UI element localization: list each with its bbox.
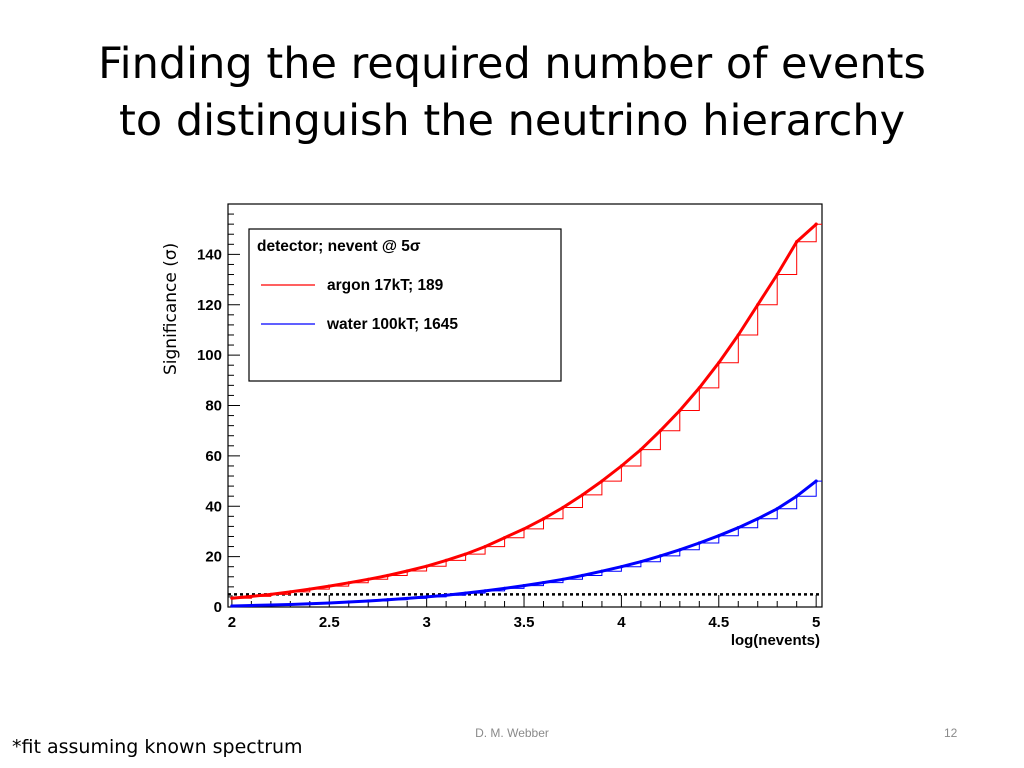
data-point <box>425 595 429 599</box>
data-point <box>366 599 370 603</box>
data-point <box>600 569 604 573</box>
data-point <box>717 361 721 365</box>
data-point <box>580 493 585 497</box>
x-tick-label: 3 <box>422 614 430 631</box>
data-point <box>366 577 370 581</box>
data-point <box>795 494 799 498</box>
footnote: *fit assuming known spectrum <box>12 736 303 758</box>
x-tick-label: 4 <box>617 614 626 631</box>
x-tick-label: 2 <box>228 614 236 631</box>
data-point <box>425 564 429 568</box>
data-point <box>464 591 468 595</box>
data-point <box>444 558 448 563</box>
data-point <box>308 587 312 591</box>
data-point <box>347 600 351 604</box>
legend-entry-label: argon 17kT; 189 <box>327 277 444 294</box>
legend-entry-label: water 100kT; 1645 <box>326 316 458 333</box>
data-point <box>697 386 701 390</box>
slide-title-line-1: Finding the required number of events <box>98 39 926 89</box>
significance-chart: detector; nevent @ 5σ argon 17kT; 189 wate… <box>197 203 823 649</box>
data-point <box>347 581 351 585</box>
page-number: 12 <box>944 726 958 740</box>
data-point <box>269 603 273 607</box>
x-tick-label: 5 <box>812 614 820 631</box>
data-point <box>658 554 662 558</box>
data-point <box>814 479 818 483</box>
data-point <box>717 534 721 538</box>
data-point <box>775 507 779 511</box>
data-point <box>308 602 312 606</box>
data-point <box>541 580 546 585</box>
data-point <box>678 548 682 552</box>
data-point <box>619 565 624 569</box>
data-point <box>756 303 760 307</box>
data-point <box>775 272 779 277</box>
y-tick-label: 0 <box>214 599 222 616</box>
data-point <box>561 577 565 581</box>
y-tick-label: 60 <box>205 448 222 465</box>
series-argon <box>230 222 822 600</box>
data-point <box>522 527 526 531</box>
data-point <box>230 604 234 608</box>
slide-title: Finding the required number of events to… <box>0 36 1024 150</box>
series-water <box>230 479 822 608</box>
data-point <box>561 505 565 510</box>
data-point <box>795 240 799 244</box>
y-tick-label: 120 <box>197 297 222 314</box>
data-point <box>269 592 273 597</box>
y-axis-label: Significance (σ) <box>161 242 181 375</box>
x-tick-label: 2.5 <box>319 614 340 631</box>
data-point <box>386 573 390 578</box>
data-point <box>580 573 585 578</box>
data-point <box>678 408 682 413</box>
data-point <box>249 594 253 599</box>
data-point <box>483 544 487 549</box>
data-point <box>658 429 662 433</box>
x-axis-label: log(nevents) <box>731 632 820 649</box>
data-point <box>483 589 487 593</box>
data-point <box>327 601 331 605</box>
y-tick-label: 20 <box>205 549 222 566</box>
data-point <box>405 569 409 573</box>
y-tick-label: 80 <box>205 398 222 415</box>
y-tick-label: 140 <box>197 246 222 263</box>
data-point <box>464 552 468 556</box>
data-point <box>697 541 701 545</box>
data-point <box>522 583 526 588</box>
data-point <box>619 464 624 468</box>
data-point <box>502 536 507 540</box>
data-point <box>288 590 292 594</box>
data-point <box>230 596 234 600</box>
data-point <box>736 333 740 337</box>
data-point <box>736 526 740 530</box>
data-point <box>639 447 643 452</box>
footer-author: D. M. Webber <box>475 726 549 740</box>
data-point <box>327 584 331 588</box>
data-point <box>639 560 643 564</box>
data-point <box>756 517 760 521</box>
legend-header: detector; nevent @ 5σ <box>257 238 421 255</box>
slide-title-line-2: to distinguish the neutrino hierarchy <box>118 96 906 146</box>
data-point <box>249 603 253 608</box>
data-point <box>386 598 390 602</box>
data-point <box>814 222 818 226</box>
y-tick-label: 40 <box>205 498 222 515</box>
y-tick-label: 100 <box>197 347 222 364</box>
data-point <box>405 596 409 601</box>
x-tick-label: 4.5 <box>708 614 729 631</box>
data-point <box>288 602 292 607</box>
x-tick-label: 3.5 <box>514 614 535 631</box>
data-point <box>600 479 604 483</box>
data-point <box>541 517 546 521</box>
data-point <box>502 586 507 590</box>
legend-box <box>248 228 562 382</box>
data-point <box>444 593 448 597</box>
